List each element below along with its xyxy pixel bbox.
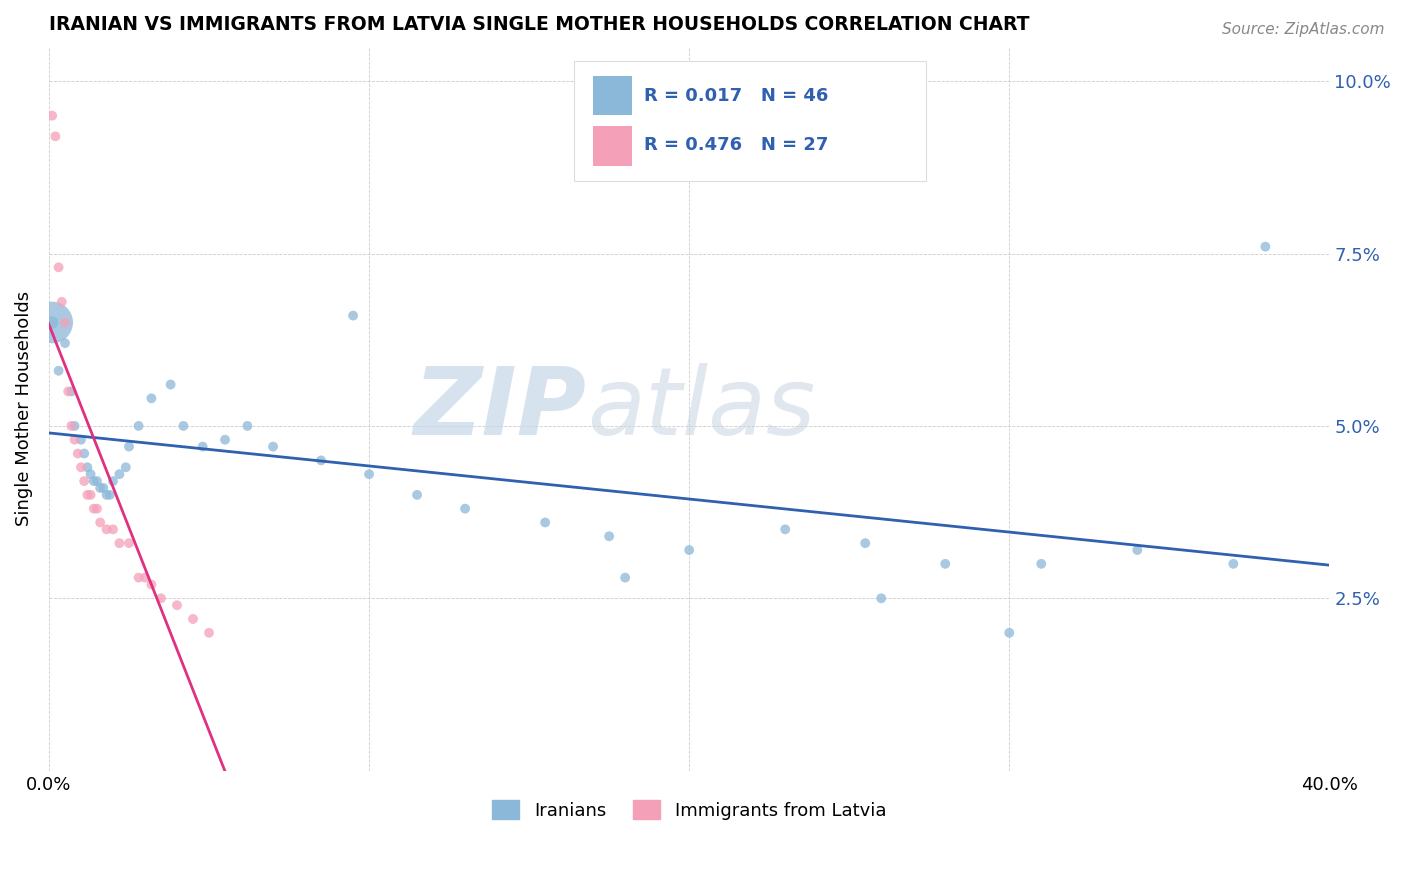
Point (48, 364, 70, 378)
Point (83, 501, 105, 516)
Point (1031, 557, 1053, 571)
Point (309, 453, 332, 467)
Point (79, 467, 101, 482)
Point (70, 460, 93, 475)
Text: Source: ZipAtlas.com: Source: ZipAtlas.com (1222, 22, 1385, 37)
Point (73, 474, 96, 488)
Point (359, 467, 381, 482)
Point (66, 446, 89, 460)
Point (41, 109, 63, 123)
Point (63, 418, 86, 433)
Point (118, 536, 141, 550)
Point (128, 571, 150, 585)
Point (262, 440, 284, 454)
Point (678, 543, 700, 558)
Text: R = 0.476   N = 27: R = 0.476 N = 27 (644, 136, 828, 154)
Point (63, 433, 86, 447)
Point (598, 529, 620, 543)
Point (870, 591, 893, 606)
Point (101, 474, 124, 488)
Point (159, 377, 181, 392)
FancyBboxPatch shape (593, 76, 631, 115)
Y-axis label: Single Mother Households: Single Mother Households (15, 291, 32, 526)
Point (96, 488, 118, 502)
Point (454, 501, 477, 516)
Point (93, 481, 115, 495)
Point (108, 467, 131, 482)
Point (534, 516, 557, 530)
Point (76, 488, 98, 502)
Point (60, 418, 83, 433)
Point (128, 418, 150, 433)
Point (114, 460, 136, 475)
Point (73, 446, 96, 460)
Point (998, 625, 1021, 640)
Point (934, 557, 956, 571)
Point (108, 536, 131, 550)
Point (150, 591, 173, 606)
Point (83, 474, 105, 488)
Point (214, 433, 236, 447)
Point (141, 392, 163, 406)
Point (44, 129, 66, 144)
FancyBboxPatch shape (574, 62, 927, 180)
Point (41, 316, 63, 330)
Point (79, 488, 101, 502)
Point (198, 625, 221, 640)
Point (342, 309, 364, 323)
Text: R = 0.017   N = 46: R = 0.017 N = 46 (644, 87, 828, 104)
Point (86, 501, 108, 516)
Point (101, 522, 124, 536)
Text: ZIP: ZIP (413, 363, 586, 455)
Point (53, 316, 76, 330)
Point (166, 598, 188, 612)
Point (89, 481, 111, 495)
Point (96, 522, 118, 536)
Point (60, 384, 83, 399)
Point (853, 536, 876, 550)
Point (172, 418, 194, 433)
Point (1254, 239, 1277, 253)
Point (41, 316, 63, 330)
Point (118, 440, 141, 454)
Point (181, 612, 204, 626)
Text: atlas: atlas (586, 363, 815, 454)
Text: IRANIAN VS IMMIGRANTS FROM LATVIA SINGLE MOTHER HOUSEHOLDS CORRELATION CHART: IRANIAN VS IMMIGRANTS FROM LATVIA SINGLE… (49, 15, 1029, 34)
Point (51, 294, 73, 309)
Point (89, 516, 111, 530)
Point (53, 336, 76, 351)
Point (76, 460, 98, 475)
Point (98, 488, 121, 502)
Point (1222, 557, 1244, 571)
Point (773, 522, 796, 536)
Point (614, 571, 637, 585)
Point (141, 577, 163, 591)
Legend: Iranians, Immigrants from Latvia: Iranians, Immigrants from Latvia (485, 793, 893, 827)
Point (48, 260, 70, 275)
Point (236, 418, 259, 433)
Point (406, 488, 429, 502)
Point (86, 474, 108, 488)
Point (1126, 543, 1149, 558)
Point (56, 384, 79, 399)
Point (70, 433, 93, 447)
FancyBboxPatch shape (593, 127, 631, 166)
Point (191, 440, 214, 454)
Point (134, 571, 156, 585)
